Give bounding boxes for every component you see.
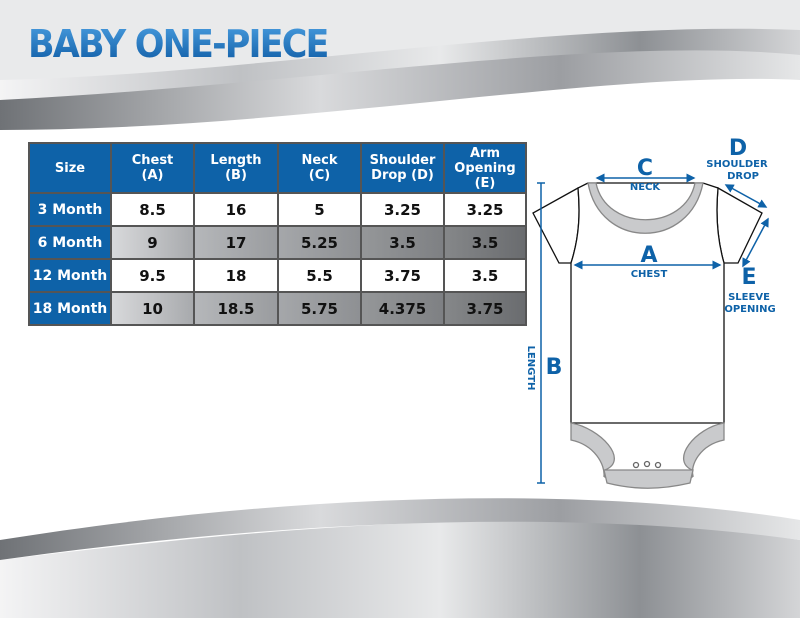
page-title: BABY ONE-PIECE	[28, 22, 329, 66]
value-cell: 3.75	[360, 258, 445, 293]
header-arm-opening: Arm Opening (E)	[443, 142, 527, 194]
value-cell: 5.5	[277, 258, 362, 293]
value-cell: 16	[193, 192, 279, 227]
value-cell: 3.5	[360, 225, 445, 260]
value-cell: 3.25	[360, 192, 445, 227]
sleeve-opening-arrow	[742, 217, 769, 268]
header-size: Size	[28, 142, 112, 194]
value-cell: 18	[193, 258, 279, 293]
value-cell: 4.375	[360, 291, 445, 326]
header-row: Size Chest (A) Length (B) Neck (C) Shoulder…	[28, 142, 527, 194]
chest-label: CHEST	[631, 269, 668, 280]
sleeve-opening-letter: E	[741, 265, 756, 290]
size-chart-table: Size Chest (A) Length (B) Neck (C) Shoulder…	[28, 142, 527, 326]
value-cell: 3.75	[443, 291, 527, 326]
chest-letter: A	[640, 243, 657, 268]
value-cell: 3.5	[443, 225, 527, 260]
sleeve-opening-label: SLEEVE	[728, 292, 770, 303]
measurement-arrows	[537, 173, 769, 484]
shoulder-drop-arrow	[724, 184, 768, 208]
size-cell: 3 Month	[28, 192, 112, 227]
value-cell: 8.5	[110, 192, 195, 227]
value-cell: 10	[110, 291, 195, 326]
table-row: 12 Month 9.5 18 5.5 3.75 3.5	[28, 258, 527, 293]
value-cell: 17	[193, 225, 279, 260]
length-letter: B	[546, 355, 563, 380]
value-cell: 3.5	[443, 258, 527, 293]
size-cell: 18 Month	[28, 291, 112, 326]
value-cell: 9.5	[110, 258, 195, 293]
value-cell: 5	[277, 192, 362, 227]
shoulder-drop-label: DROP	[727, 171, 759, 182]
table-row: 6 Month 9 17 5.25 3.5 3.5	[28, 225, 527, 260]
header-chest: Chest (A)	[110, 142, 195, 194]
length-label: LENGTH	[525, 346, 536, 391]
sleeve-opening-label: OPENING	[724, 304, 775, 315]
onesie-outline	[532, 182, 763, 489]
neck-letter: C	[637, 156, 653, 181]
value-cell: 9	[110, 225, 195, 260]
value-cell: 18.5	[193, 291, 279, 326]
neck-label: NECK	[630, 182, 662, 193]
value-cell: 3.25	[443, 192, 527, 227]
table-row: 3 Month 8.5 16 5 3.25 3.25	[28, 192, 527, 227]
value-cell: 5.25	[277, 225, 362, 260]
value-cell: 5.75	[277, 291, 362, 326]
shoulder-drop-label: SHOULDER	[706, 159, 768, 170]
header-length: Length (B)	[193, 142, 279, 194]
size-cell: 6 Month	[28, 225, 112, 260]
shoulder-drop-letter: D	[729, 136, 747, 161]
header-neck: Neck (C)	[277, 142, 362, 194]
table-row: 18 Month 10 18.5 5.75 4.375 3.75	[28, 291, 527, 326]
size-cell: 12 Month	[28, 258, 112, 293]
header-shoulder-drop: Shoulder Drop (D)	[360, 142, 445, 194]
